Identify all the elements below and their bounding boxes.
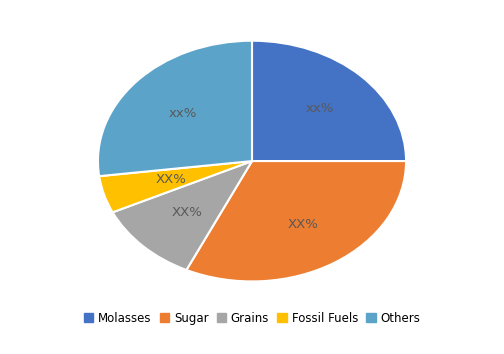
- Wedge shape: [112, 161, 252, 270]
- Text: XX%: XX%: [155, 173, 186, 186]
- Text: xx%: xx%: [168, 107, 197, 120]
- Text: xx%: xx%: [305, 102, 334, 115]
- Legend: Molasses, Sugar, Grains, Fossil Fuels, Others: Molasses, Sugar, Grains, Fossil Fuels, O…: [79, 307, 425, 330]
- Wedge shape: [99, 161, 252, 212]
- Wedge shape: [186, 161, 406, 281]
- Wedge shape: [252, 41, 406, 161]
- Text: XX%: XX%: [288, 218, 319, 230]
- Wedge shape: [98, 41, 252, 176]
- Text: XX%: XX%: [171, 206, 202, 219]
